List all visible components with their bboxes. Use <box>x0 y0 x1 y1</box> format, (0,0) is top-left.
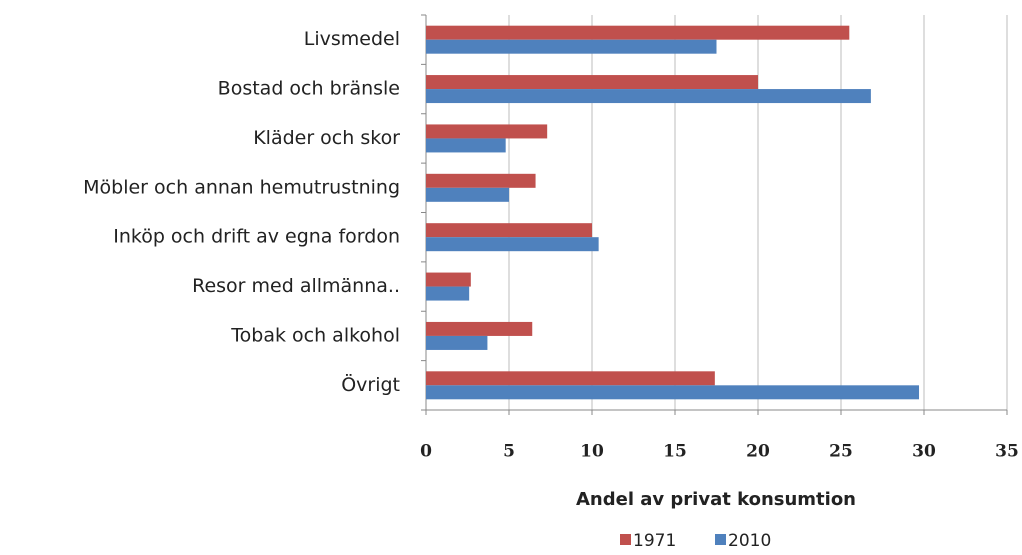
y-tick-label: Övrigt <box>341 373 400 396</box>
x-tick-label: 35 <box>995 442 1019 462</box>
y-tick-label: Inköp och drift av egna fordon <box>113 226 400 248</box>
x-tick-label: 20 <box>746 442 770 462</box>
bar <box>426 187 509 202</box>
bar <box>426 286 470 301</box>
bar <box>426 335 488 350</box>
x-tick-label: 5 <box>503 442 515 462</box>
legend-label: 1971 <box>633 531 676 551</box>
x-tick-label: 25 <box>829 442 853 462</box>
legend-swatch <box>715 534 726 545</box>
y-tick-label: Möbler och annan hemutrustning <box>83 176 400 198</box>
bar <box>426 385 920 400</box>
bar <box>426 39 717 54</box>
x-axis-title: Andel av privat konsumtion <box>576 489 856 510</box>
bar <box>426 124 548 139</box>
x-tick-label: 30 <box>912 442 936 462</box>
x-tick-label: 0 <box>420 442 432 462</box>
x-tick-label: 10 <box>580 442 604 462</box>
y-tick-label: Bostad och bränsle <box>218 78 400 100</box>
bar <box>426 173 536 188</box>
bar <box>426 138 506 153</box>
y-tick-label: Tobak och alkohol <box>230 324 400 346</box>
bar <box>426 237 599 252</box>
bar <box>426 25 850 40</box>
y-tick-label: Resor med allmänna.. <box>192 275 400 297</box>
legend-label: 2010 <box>728 531 771 551</box>
bar <box>426 75 758 90</box>
legend-swatch <box>620 534 631 545</box>
x-tick-label: 15 <box>663 442 687 462</box>
bar <box>426 89 871 104</box>
y-tick-label: Livsmedel <box>304 28 400 50</box>
bar <box>426 371 715 386</box>
bar <box>426 272 471 287</box>
y-tick-label: Kläder och skor <box>253 127 400 149</box>
bar <box>426 321 533 336</box>
bar <box>426 223 592 238</box>
